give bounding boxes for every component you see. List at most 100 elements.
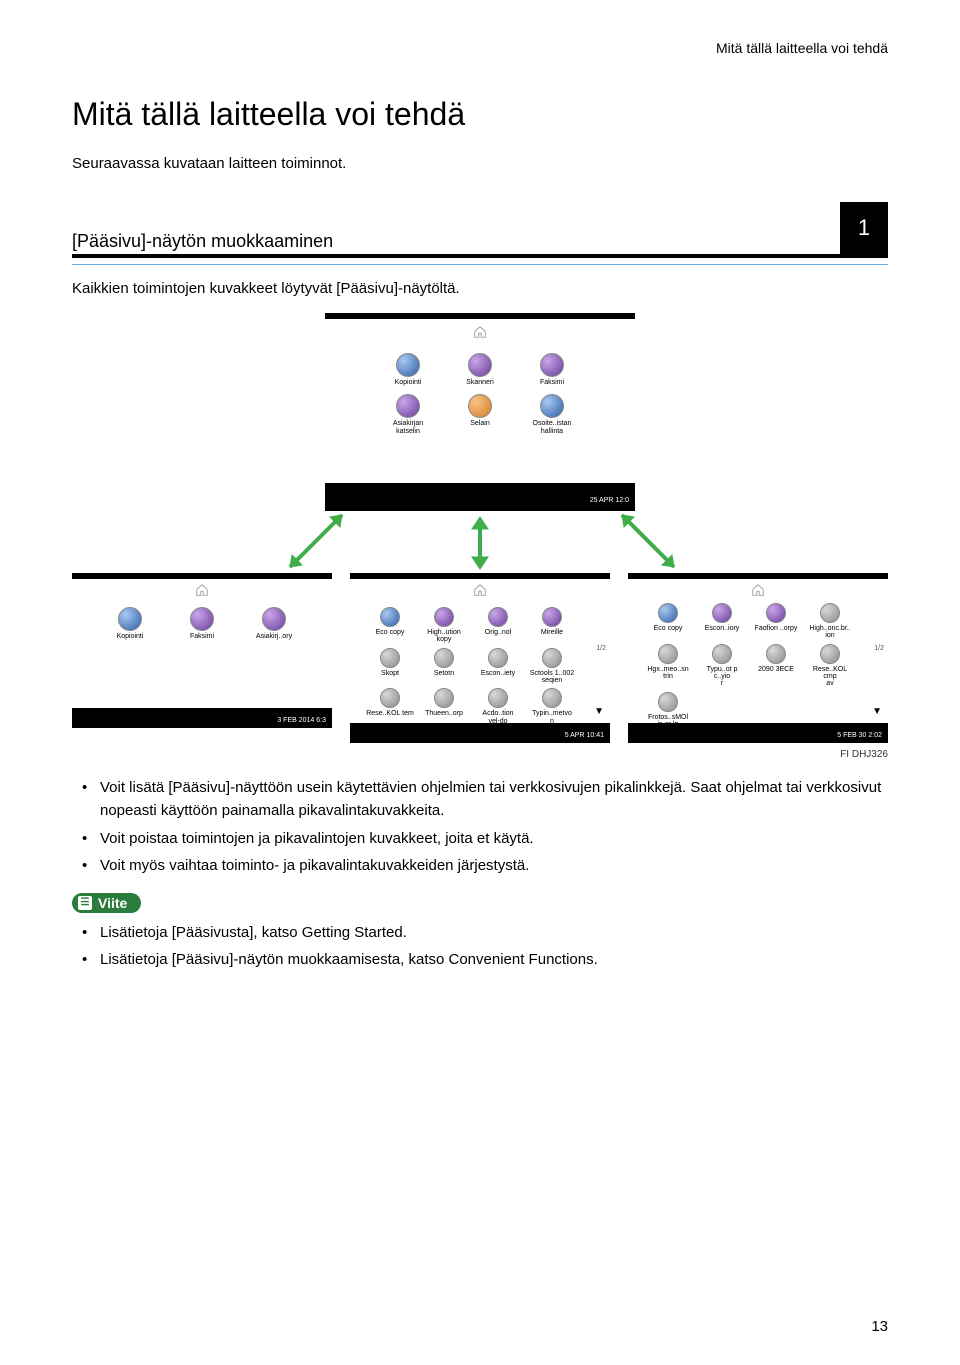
panel-bottom-left: Kopiointi Faksimi Asiakirj..ory 3 FEB 2014… — [72, 573, 332, 728]
app-icon-glyph — [380, 607, 400, 627]
app-icon-glyph — [542, 607, 562, 627]
app-icon-glyph — [262, 607, 286, 631]
panel-br-date: 5 FEB 30 2:02 — [837, 732, 882, 740]
panel-bm-date: 5 APR 10:41 — [565, 732, 604, 740]
app-icon[interactable]: Acdo..tion vel-do — [474, 688, 522, 725]
app-icon-label: Faksimi — [190, 633, 214, 640]
app-icon-glyph — [820, 603, 840, 623]
app-icon[interactable]: Escon..iory — [698, 603, 746, 640]
app-icon-glyph — [712, 644, 732, 664]
bullet-item: Lisätietoja [Pääsivusta], katso Getting … — [100, 921, 888, 944]
panel-bottom-right: Eco copy Escon..ioryFaofion ..orpy High..o… — [628, 573, 888, 743]
app-icon[interactable]: Selain — [450, 394, 510, 435]
app-icon-glyph — [190, 607, 214, 631]
app-icon-glyph — [380, 648, 400, 668]
app-icon[interactable]: Faksimi — [172, 607, 232, 640]
panel-bm-icons: Eco copy High..ution kopyOrig..nol Mireill… — [366, 607, 576, 725]
app-icon-label: 2090 3ECE — [758, 666, 794, 673]
section-title: [Pääsivu]-näytön muokkaaminen — [72, 231, 820, 254]
app-icon-label: Asiakirj..ory — [256, 633, 292, 640]
app-icon[interactable]: Kopiointi — [378, 353, 438, 386]
app-icon[interactable]: Eco copy — [644, 603, 692, 640]
app-icon-glyph — [434, 648, 454, 668]
app-icon[interactable]: 2090 3ECE — [752, 644, 800, 688]
app-icon-glyph — [540, 353, 564, 377]
page-number: 13 — [871, 1318, 888, 1335]
app-icon-label: Setotn — [434, 670, 454, 677]
home-screen-diagram: Kopiointi Skanneri Faksimi Asiakirjan katse… — [72, 313, 888, 743]
app-icon-label: Hgx..meo..sn trin — [647, 666, 688, 681]
panel-top-bottombar: 25 APR 12:0 — [325, 483, 635, 511]
app-icon-label: Eco copy — [654, 625, 683, 632]
reference-label: Viite — [98, 895, 127, 911]
bullet-item: Voit poistaa toimintojen ja pikavalintoj… — [100, 827, 888, 850]
panel-br-page: 1/2 — [874, 645, 884, 652]
app-icon-label: High..onc.br.. ion — [809, 625, 850, 640]
panel-top-date: 25 APR 12:0 — [590, 497, 629, 505]
chapter-tab: 1 — [840, 202, 888, 254]
home-icon — [473, 325, 487, 339]
app-icon[interactable]: Typu..ot p c..yio r — [698, 644, 746, 688]
bullet-item: Lisätietoja [Pääsivu]-näytön muokkaamise… — [100, 948, 888, 971]
panel-bl-bottombar: 3 FEB 2014 6:3 — [72, 708, 332, 728]
app-icon-glyph — [380, 688, 400, 708]
panel-br-icons: Eco copy Escon..ioryFaofion ..orpy High..o… — [644, 603, 854, 728]
app-icon[interactable]: Sctools 1..002 seqien — [528, 648, 576, 685]
app-icon-label: Skopt — [381, 670, 399, 677]
app-icon-glyph — [542, 648, 562, 668]
app-icon-label: Kopiointi — [117, 633, 144, 640]
figure-id: FI DHJ326 — [72, 749, 888, 760]
app-icon-glyph — [396, 394, 420, 418]
app-icon-label: Escon..iety — [481, 670, 515, 677]
app-icon[interactable]: Skopt — [366, 648, 414, 685]
app-icon-glyph — [434, 607, 454, 627]
app-icon[interactable]: Faofion ..orpy — [752, 603, 800, 640]
panel-bm-page: 1/2 — [596, 645, 606, 652]
app-icon-label: Skanneri — [466, 379, 494, 386]
intro-text: Seuraavassa kuvataan laitteen toiminnot. — [72, 155, 888, 172]
app-icon-glyph — [488, 648, 508, 668]
arrow-icon — [612, 505, 692, 585]
panel-bm-bottombar: 5 APR 10:41 — [350, 723, 610, 743]
app-icon-glyph — [488, 607, 508, 627]
home-icon — [751, 583, 765, 597]
app-icon[interactable]: Rese..KOL cmp av — [806, 644, 854, 688]
app-icon[interactable]: Eco copy — [366, 607, 414, 644]
app-icon-label: Mireille — [541, 629, 563, 636]
app-icon[interactable]: Typin..metvo n — [528, 688, 576, 725]
section-subtitle: Kaikkien toimintojen kuvakkeet löytyvät … — [72, 280, 888, 297]
section-rule — [72, 254, 888, 258]
feature-bullet-list: Voit lisätä [Pääsivu]-näyttöön usein käy… — [72, 776, 888, 877]
home-icon — [473, 583, 487, 597]
panel-bl-date: 3 FEB 2014 6:3 — [277, 717, 326, 725]
reference-badge: ☰ Viite — [72, 893, 141, 913]
app-icon[interactable]: Skanneri — [450, 353, 510, 386]
app-icon[interactable]: High..ution kopy — [420, 607, 468, 644]
app-icon-glyph — [396, 353, 420, 377]
app-icon-label: Thueen..orp — [425, 710, 463, 717]
app-icon[interactable]: Hgx..meo..sn trin — [644, 644, 692, 688]
app-icon[interactable]: Mireille — [528, 607, 576, 644]
app-icon[interactable]: Rese..KOL tem — [366, 688, 414, 725]
app-icon-label: Sctools 1..002 seqien — [530, 670, 574, 685]
app-icon[interactable]: Kopiointi — [100, 607, 160, 640]
app-icon[interactable]: High..onc.br.. ion — [806, 603, 854, 640]
app-icon[interactable]: Faksimi — [522, 353, 582, 386]
arrow-icon — [272, 505, 352, 585]
section-header: [Pääsivu]-näytön muokkaaminen 1 — [72, 202, 888, 254]
app-icon-glyph — [658, 603, 678, 623]
app-icon-glyph — [434, 688, 454, 708]
app-icon-label: Kopiointi — [395, 379, 422, 386]
app-icon-glyph — [658, 644, 678, 664]
app-icon[interactable]: Asiakirjan katselin — [378, 394, 438, 435]
panel-bm-bar — [350, 573, 610, 579]
app-icon[interactable]: Asiakirj..ory — [244, 607, 304, 640]
running-head: Mitä tällä laitteella voi tehdä — [72, 40, 888, 56]
app-icon[interactable]: Orig..nol — [474, 607, 522, 644]
app-icon[interactable]: Setotn — [420, 648, 468, 685]
chevron-down-icon: ▼ — [872, 706, 882, 717]
app-icon[interactable]: Escon..iety — [474, 648, 522, 685]
app-icon-label: Eco copy — [376, 629, 405, 636]
app-icon[interactable]: Osoite..istan hallinta — [522, 394, 582, 435]
app-icon[interactable]: Thueen..orp — [420, 688, 468, 725]
